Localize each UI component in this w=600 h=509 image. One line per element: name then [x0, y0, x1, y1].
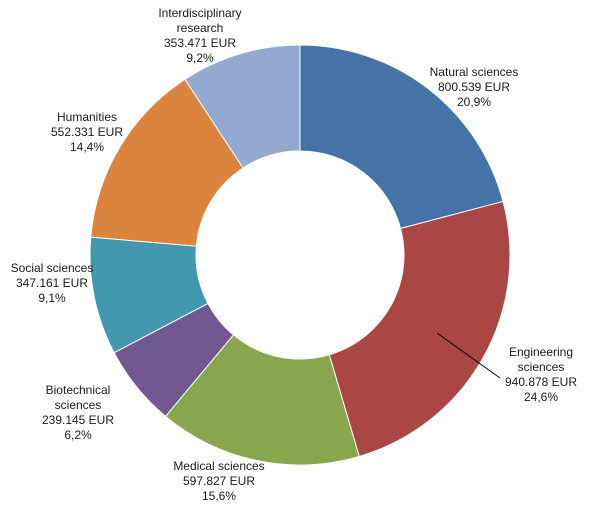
leader-line — [436, 332, 501, 379]
label-value: 353.471 EUR — [164, 36, 236, 50]
label-category: Humanities — [57, 110, 117, 124]
label-value: 347.161 EUR — [16, 276, 88, 290]
label-category: sciences — [518, 360, 565, 374]
label-percent: 15,6% — [202, 489, 236, 503]
data-label: Humanities 552.331 EUR 14,4% — [51, 110, 123, 154]
label-value: 552.331 EUR — [51, 125, 123, 139]
label-value: 239.145 EUR — [42, 413, 114, 427]
label-category: Engineering — [509, 345, 573, 359]
data-label: Natural sciences 800.539 EUR 20,9% — [430, 65, 519, 109]
label-category: research — [177, 21, 224, 35]
label-value: 597.827 EUR — [183, 474, 255, 488]
label-category: Interdisciplinary — [158, 6, 241, 20]
donut-slice — [299, 44, 504, 230]
label-category: Biotechnical — [46, 383, 111, 397]
label-percent: 24,6% — [524, 390, 558, 404]
data-label: Biotechnical sciences 239.145 EUR 6,2% — [42, 383, 114, 442]
donut-slice — [184, 44, 301, 169]
label-value: 940.878 EUR — [505, 375, 577, 389]
donut-slice — [164, 334, 360, 466]
label-percent: 6,2% — [64, 428, 92, 442]
label-percent: 9,1% — [38, 291, 66, 305]
label-category: Natural sciences — [430, 65, 519, 79]
data-label: Social sciences 347.161 EUR 9,1% — [11, 261, 94, 305]
label-percent: 9,2% — [186, 51, 214, 65]
donut-slice — [328, 200, 511, 458]
label-category: Social sciences — [11, 261, 94, 275]
label-percent: 14,4% — [70, 140, 104, 154]
label-percent: 20,9% — [457, 95, 491, 109]
label-value: 800.539 EUR — [438, 80, 510, 94]
data-label: Medical sciences 597.827 EUR 15,6% — [173, 459, 264, 503]
label-category: Medical sciences — [173, 459, 264, 473]
label-category: sciences — [55, 398, 102, 412]
data-label: Engineering sciences 940.878 EUR 24,6% — [505, 345, 577, 404]
data-label: Interdisciplinary research 353.471 EUR 9,2% — [158, 6, 241, 65]
